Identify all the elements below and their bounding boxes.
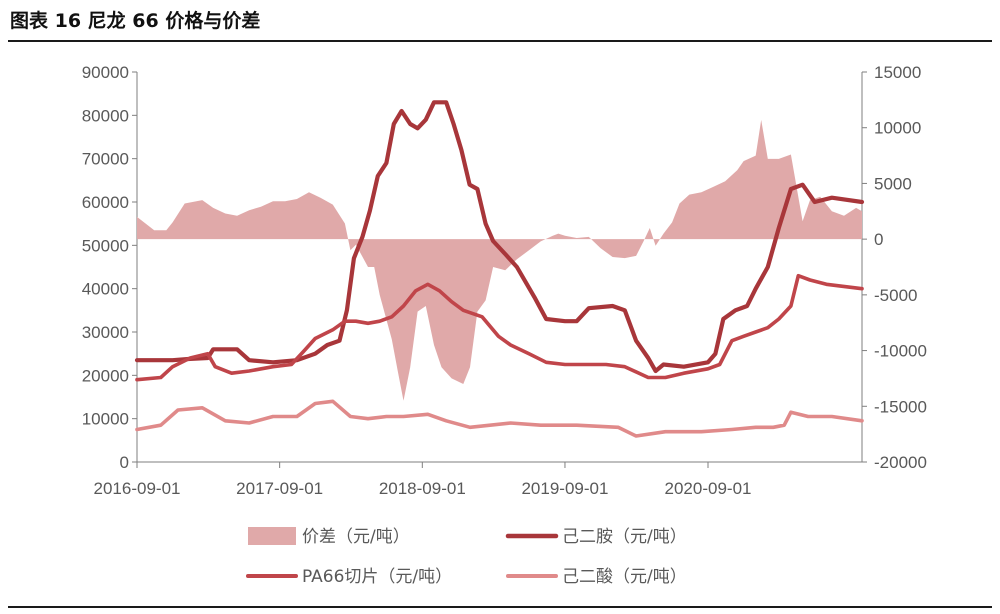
left-tick-label: 30000	[82, 323, 129, 342]
x-tick-label: 2020-09-01	[665, 479, 752, 498]
right-tick-label: -10000	[874, 342, 927, 361]
left-tick-label: 0	[120, 453, 129, 472]
right-tick-label: -15000	[874, 397, 927, 416]
legend-label: PA66切片（元/吨）	[302, 567, 452, 587]
right-tick-label: 0	[874, 230, 883, 249]
right-tick-label: -5000	[874, 286, 917, 305]
left-tick-label: 40000	[82, 280, 129, 299]
series-area-spread	[137, 119, 862, 401]
left-tick-label: 60000	[82, 193, 129, 212]
legend-item: PA66切片（元/吨）	[246, 567, 452, 587]
bottom-rule	[8, 606, 992, 608]
axes-layer	[136, 72, 863, 463]
series-line-1	[134, 100, 865, 374]
legend-item: 己二胺（元/吨）	[505, 527, 687, 547]
right-tick-label: 10000	[874, 119, 921, 138]
series-line-3	[135, 399, 864, 438]
left-tick-label: 70000	[82, 150, 129, 169]
series-line-2	[135, 273, 864, 382]
line-layer	[134, 100, 865, 438]
right-tick-label: -20000	[874, 453, 927, 472]
legend-item: 己二酸（元/吨）	[506, 567, 687, 587]
legend-swatch	[248, 527, 296, 545]
x-tick-label: 2016-09-01	[94, 479, 181, 498]
legend-label: 己二胺（元/吨）	[562, 527, 687, 547]
legend: 价差（元/吨） 己二胺（元/吨） PA66切片（元/吨） 己二酸（元/吨）	[246, 527, 687, 587]
page-title: 图表 16 尼龙 66 价格与价差	[10, 10, 261, 32]
right-tick-label: 15000	[874, 63, 921, 82]
title-rule	[8, 40, 992, 42]
left-tick-label: 90000	[82, 63, 129, 82]
x-tick-label: 2018-09-01	[379, 479, 466, 498]
legend-item: 价差（元/吨）	[248, 527, 410, 547]
right-tick-label: 5000	[874, 174, 912, 193]
left-tick-label: 20000	[82, 366, 129, 385]
x-tick-label: 2017-09-01	[236, 479, 323, 498]
area-layer	[137, 119, 862, 401]
legend-label: 己二酸（元/吨）	[562, 567, 687, 587]
legend-label: 价差（元/吨）	[302, 527, 410, 547]
left-tick-label: 50000	[82, 236, 129, 255]
left-tick-label: 80000	[82, 106, 129, 125]
x-tick-label: 2019-09-01	[521, 479, 608, 498]
left-tick-label: 10000	[82, 410, 129, 429]
tick-layer: 0100002000030000400005000060000700008000…	[82, 63, 927, 498]
